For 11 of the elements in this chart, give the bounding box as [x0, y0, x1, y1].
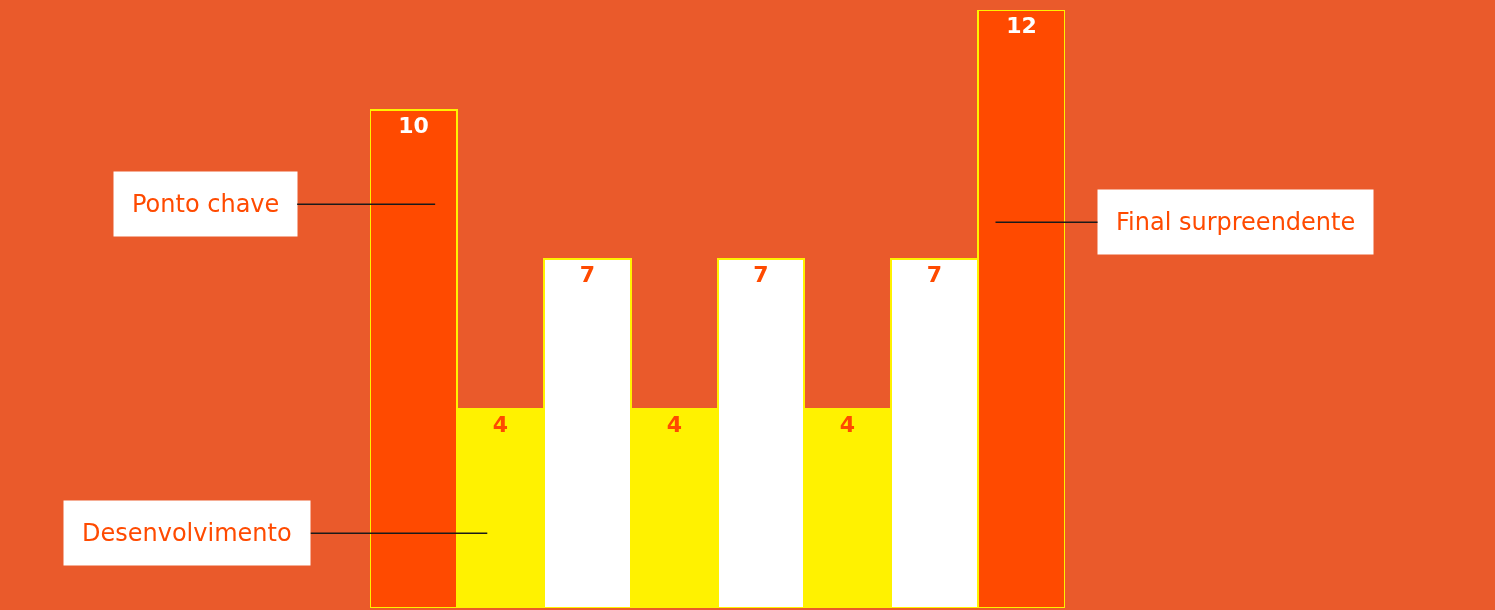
text: Ponto chave: [132, 190, 280, 218]
data-label: 12: [1006, 13, 1037, 38]
data-label: 10: [398, 113, 429, 138]
data-label: 4: [666, 412, 683, 437]
text: Desenvolvimento: [82, 519, 292, 547]
data-label: 7: [926, 262, 943, 287]
data-label: 7: [579, 262, 596, 287]
data-label: 7: [753, 262, 769, 287]
data-label: 4: [839, 412, 856, 437]
data-label: 4: [492, 412, 509, 437]
text: Final surpreendente: [1116, 208, 1356, 236]
